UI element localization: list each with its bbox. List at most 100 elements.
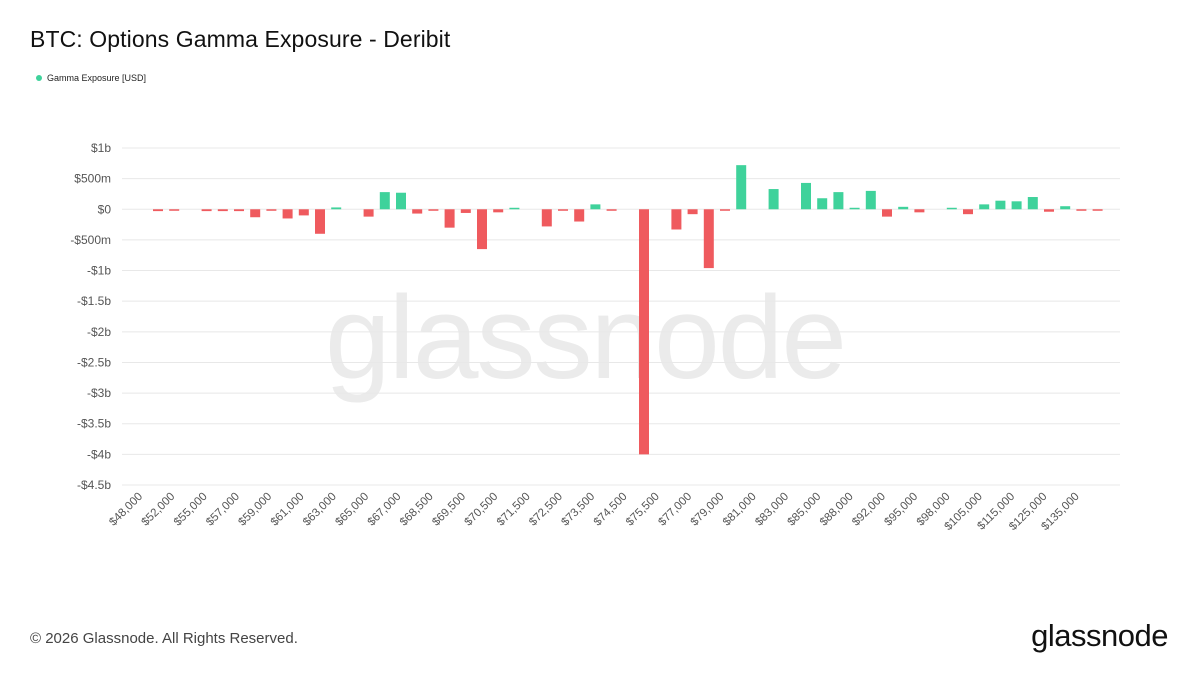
bar[interactable] — [1092, 209, 1103, 211]
x-tick-label: $68,500 — [398, 491, 436, 529]
x-tick-label: $48,000 — [107, 491, 145, 529]
bar[interactable] — [865, 190, 876, 210]
bar[interactable] — [201, 209, 212, 212]
x-tick-label: $83,000 — [753, 491, 791, 529]
bar[interactable] — [703, 209, 714, 269]
legend-label: Gamma Exposure [USD] — [47, 73, 147, 83]
x-tick-label: $69,500 — [430, 491, 468, 529]
bar[interactable] — [1076, 209, 1087, 211]
y-tick-label: -$4b — [87, 447, 111, 461]
x-axis: $48,000$52,000$55,000$57,000$59,000$61,0… — [107, 491, 1082, 533]
bar[interactable] — [509, 207, 520, 210]
bar-layer — [153, 165, 1103, 455]
bar[interactable] — [315, 209, 325, 234]
x-tick-label: $88,000 — [818, 491, 856, 529]
y-tick-label: $500m — [74, 172, 111, 186]
bar[interactable] — [1044, 209, 1054, 212]
bar[interactable] — [477, 209, 487, 250]
y-tick-label: -$3.5b — [77, 417, 111, 431]
bar[interactable] — [396, 192, 406, 210]
grid-layer — [122, 147, 1120, 486]
y-tick-label: -$2b — [87, 325, 111, 339]
bar[interactable] — [541, 209, 552, 227]
bar[interactable] — [979, 204, 990, 210]
chart-title: BTC: Options Gamma Exposure - Deribit — [30, 26, 451, 52]
bar[interactable] — [282, 209, 293, 219]
copyright-text: © 2026 Glassnode. All Rights Reserved. — [30, 630, 298, 647]
bar[interactable] — [898, 206, 909, 210]
bar[interactable] — [590, 204, 601, 210]
bar[interactable] — [817, 198, 828, 210]
x-tick-label: $92,000 — [850, 491, 888, 529]
bar[interactable] — [428, 209, 439, 211]
x-tick-label: $79,000 — [689, 491, 727, 529]
bar[interactable] — [801, 182, 811, 210]
glassnode-logo[interactable]: glassnode — [1031, 618, 1168, 653]
x-tick-label: $70,500 — [463, 491, 501, 529]
bar[interactable] — [720, 209, 730, 211]
bar[interactable] — [558, 209, 568, 211]
x-tick-label: $72,500 — [527, 491, 565, 529]
bar[interactable] — [833, 192, 844, 210]
bar[interactable] — [250, 209, 261, 218]
bar[interactable] — [882, 209, 892, 217]
bar[interactable] — [298, 209, 309, 216]
y-tick-label: -$3b — [87, 386, 111, 400]
x-tick-label: $63,000 — [301, 491, 339, 529]
x-tick-label: $77,000 — [656, 491, 694, 529]
bar[interactable] — [379, 192, 390, 210]
y-tick-label: $1b — [91, 141, 111, 155]
bar[interactable] — [639, 209, 649, 455]
x-tick-label: $59,000 — [236, 491, 274, 529]
bar[interactable] — [995, 200, 1006, 210]
bar[interactable] — [606, 209, 617, 211]
x-tick-label: $57,000 — [204, 491, 242, 529]
bar[interactable] — [1060, 206, 1071, 210]
bar[interactable] — [169, 209, 180, 211]
chart-legend[interactable]: Gamma Exposure [USD] — [36, 73, 146, 83]
bar[interactable] — [331, 207, 342, 210]
x-tick-label: $55,000 — [172, 491, 210, 529]
x-tick-label: $65,000 — [333, 491, 371, 529]
y-tick-label: -$500m — [70, 233, 111, 247]
x-tick-label: $52,000 — [140, 491, 178, 529]
y-tick-label: $0 — [98, 202, 112, 216]
bar[interactable] — [736, 165, 747, 210]
bar[interactable] — [574, 209, 585, 222]
x-tick-label: $61,000 — [269, 491, 307, 529]
gamma-exposure-chart: $1b $500m $0 -$500m -$1b -$1.5b -$2b -$2.5b -$3b… — [70, 141, 1120, 533]
y-tick-label: -$4.5b — [77, 478, 111, 492]
bar[interactable] — [914, 209, 925, 213]
bar[interactable] — [363, 209, 374, 217]
x-tick-label: $74,500 — [592, 491, 630, 529]
bar[interactable] — [671, 209, 682, 230]
bar[interactable] — [946, 207, 957, 210]
x-tick-label: $75,500 — [624, 491, 662, 529]
y-tick-label: -$1.5b — [77, 294, 111, 308]
x-tick-label: $81,000 — [721, 491, 759, 529]
y-axis: $1b $500m $0 -$500m -$1b -$1.5b -$2b -$2.5b -$3b… — [70, 141, 111, 492]
bar[interactable] — [234, 209, 244, 212]
legend-swatch — [36, 75, 42, 81]
bar[interactable] — [444, 209, 455, 228]
bar[interactable] — [768, 189, 779, 210]
bar[interactable] — [849, 207, 860, 210]
bar[interactable] — [217, 209, 228, 212]
y-tick-label: -$2.5b — [77, 355, 111, 369]
bar[interactable] — [412, 209, 423, 214]
x-tick-label: $95,000 — [882, 491, 920, 529]
bar[interactable] — [460, 209, 471, 213]
x-tick-label: $71,500 — [495, 491, 533, 529]
bar[interactable] — [1011, 201, 1022, 210]
x-tick-label: $67,000 — [366, 491, 404, 529]
bar[interactable] — [1027, 197, 1038, 210]
x-tick-label: $85,000 — [786, 491, 824, 529]
bar[interactable] — [153, 209, 163, 212]
x-tick-label: $73,500 — [559, 491, 597, 529]
bar[interactable] — [266, 209, 277, 211]
watermark: glassnode — [325, 272, 847, 404]
y-tick-label: -$1b — [87, 264, 111, 278]
bar[interactable] — [687, 209, 698, 215]
bar[interactable] — [963, 209, 973, 215]
bar[interactable] — [493, 209, 504, 213]
